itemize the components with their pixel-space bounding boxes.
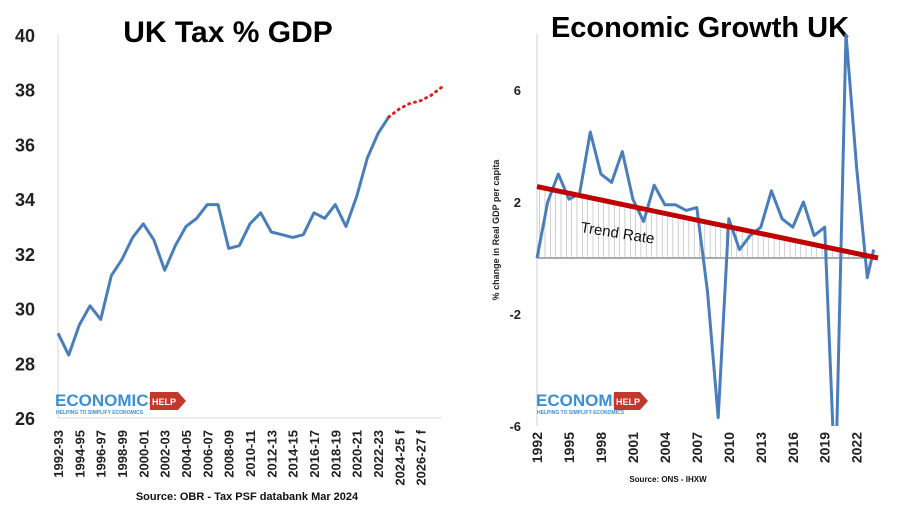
series-line-gdp-growth [535,34,876,426]
x-tick-label-left: 2022-23 [371,430,386,478]
x-tick-label-left: 2020-21 [350,430,365,478]
y-tick-label-left: 40 [15,26,35,46]
x-tick-label-right: 1992 [529,432,545,463]
series-group-right [535,34,879,426]
logo-left-badge-shape [150,392,186,410]
logo-left-name: ECONOMICS [55,391,160,410]
y-tick-label-left: 36 [15,135,35,155]
chart-title-economic-growth: Economic Growth UK [551,12,849,44]
x-tick-label-left: 2008-09 [222,430,237,478]
x-tick-label-right: 2010 [721,432,737,463]
y-axis-ticks-right: -6 -2 2 6 [509,83,521,434]
y-tick-label-right: -6 [509,419,521,434]
x-axis-ticks-right: 1992 1995 1998 2001 2004 2007 2010 2013 2016 2019… [529,432,865,463]
logo-left: ECONOMICS HELP HELPING TO SIMPLIFY ECONO… [55,391,186,416]
x-tick-label-right: 2001 [625,432,641,463]
logo-right-tagline: HELPING TO SIMPLIFY ECONOMICS [537,410,625,416]
y-axis-label-right: % change in Real GDP per capita [491,159,501,301]
x-tick-label-left: 1998-99 [115,430,130,478]
x-tick-label-right: 1995 [561,432,577,463]
series-line-trend-rate [536,184,879,261]
x-tick-label-right: 2007 [689,432,705,463]
x-tick-label-left: 1994-95 [72,430,87,478]
y-axis-line-left [57,35,442,419]
x-tick-label-right: 2016 [785,432,801,463]
x-tick-label-right: 2022 [849,432,865,463]
y-tick-label-left: 34 [15,190,35,210]
y-tick-label-right: 6 [514,83,521,98]
x-tick-label-right: 1998 [593,432,609,463]
logo-right: ECONOMICS HELP HELPING TO SIMPLIFY ECONO… [536,391,648,416]
source-left: Source: OBR - Tax PSF databank Mar 2024 [136,491,359,503]
logo-right-badge: HELP [616,397,640,407]
x-tick-label-right: 2019 [817,432,833,463]
logo-left-badge: HELP [152,397,176,407]
series-line-forecast [387,85,444,119]
y-tick-label-right: -2 [509,307,521,322]
x-tick-label-left: 2018-19 [328,430,343,478]
logo-left-tagline: HELPING TO SIMPLIFY ECONOMICS [56,410,144,416]
x-tick-label-left: 2012-13 [264,430,279,478]
x-axis-ticks-left: 1992-93 1994-95 1996-97 1998-99 2000-01 2002-… [51,429,429,485]
y-tick-label-left: 32 [15,245,35,265]
x-tick-label-left: 2014-15 [286,430,301,478]
x-tick-label-left: 2016-17 [307,430,322,478]
y-tick-label-left: 30 [15,300,35,320]
series-line-actual [56,116,390,357]
x-tick-label-left: 1992-93 [51,430,66,478]
source-right: Source: ONS - IHXW [629,475,707,484]
chart-title-uk-tax: UK Tax % GDP [123,16,333,49]
y-tick-label-left: 38 [15,81,35,101]
y-tick-label-right: 2 [514,195,521,210]
trend-shading [539,187,876,258]
x-tick-label-right: 2004 [657,432,673,463]
x-tick-label-left: 2000-01 [136,430,151,478]
x-tick-label-left: 2006-07 [200,430,215,478]
x-tick-label-left: 1996-97 [94,430,109,478]
x-tick-label-left: 2004-05 [179,430,194,478]
x-tick-label-left: 2026-27 f [414,429,429,485]
y-tick-label-left: 26 [15,409,35,429]
y-tick-label-left: 28 [15,354,35,374]
series-group-left [56,85,444,357]
annotation-trend-rate: Trend Rate [579,219,655,247]
x-tick-label-left: 2024-25 f [392,429,407,485]
logo-right-badge-shape [614,392,648,410]
x-tick-label-left: 2002-03 [158,430,173,478]
x-tick-label-left: 2010-11 [243,430,258,477]
x-tick-label-right: 2013 [753,432,769,463]
axes-right [536,34,878,426]
y-axis-ticks-left: 26 28 30 32 34 36 38 40 [15,26,35,429]
